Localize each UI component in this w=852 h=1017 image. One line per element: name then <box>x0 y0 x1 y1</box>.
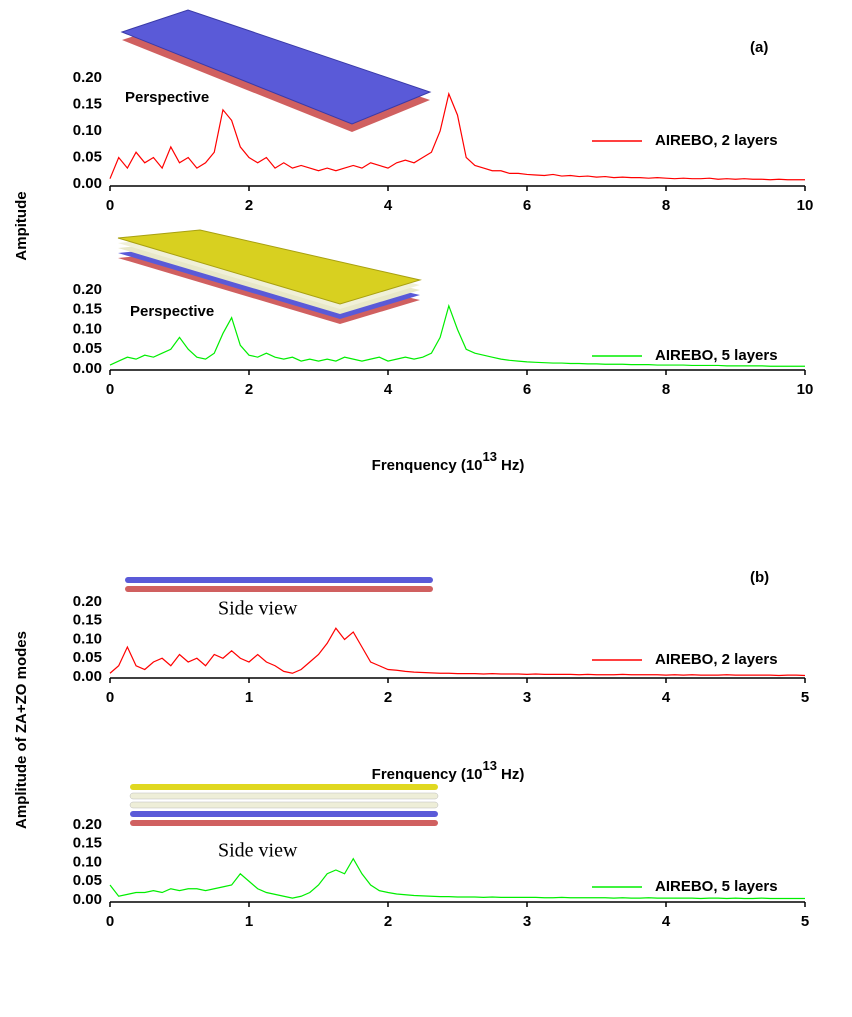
y-tick-label: 0.00 <box>73 175 102 192</box>
y-tick-label: 0.20 <box>73 593 102 610</box>
x-tick-label: 10 <box>797 381 814 398</box>
x-tick-label: 6 <box>523 197 531 214</box>
x-tick-label: 3 <box>523 913 531 930</box>
y-tick-label: 0.05 <box>73 148 102 165</box>
y-tick-label: 0.05 <box>73 872 102 889</box>
x-axis-label-sup: 13 <box>483 449 497 464</box>
y-tick-label: 0.10 <box>73 122 102 139</box>
x-tick-label: 0 <box>106 381 114 398</box>
y-tick-label: 0.20 <box>73 816 102 833</box>
x-axis-label-unit: Hz) <box>501 457 524 474</box>
legend-label: AIREBO, 5 layers <box>655 347 778 364</box>
y-tick-label: 0.10 <box>73 853 102 870</box>
x-tick-label: 2 <box>245 197 253 214</box>
legend-label: AIREBO, 5 layers <box>655 878 778 895</box>
x-tick-label: 1 <box>245 689 253 706</box>
annotation: Perspective <box>130 303 214 320</box>
y-tick-label: 0.00 <box>73 668 102 685</box>
x-tick-label: 5 <box>801 689 809 706</box>
x-tick-label: 0 <box>106 689 114 706</box>
x-axis-label: Frenquency (1013 Hz) <box>372 758 525 783</box>
y-tick-label: 0.20 <box>73 281 102 298</box>
x-tick-label: 10 <box>797 197 814 214</box>
y-tick-label: 0.00 <box>73 360 102 377</box>
y-tick-label: 0.00 <box>73 891 102 908</box>
y-tick-label: 0.05 <box>73 340 102 357</box>
structure-perspective-2 <box>122 10 430 132</box>
x-tick-label: 3 <box>523 689 531 706</box>
annotation: Side view <box>218 598 298 620</box>
y-tick-label: 0.15 <box>73 95 102 112</box>
y-tick-label: 0.10 <box>73 320 102 337</box>
y-tick-label: 0.10 <box>73 630 102 647</box>
x-tick-label: 4 <box>384 381 393 398</box>
x-tick-label: 6 <box>523 381 531 398</box>
y-tick-label: 0.15 <box>73 612 102 629</box>
y-tick-label: 0.05 <box>73 649 102 666</box>
x-tick-label: 0 <box>106 197 114 214</box>
x-axis-label-main: Frenquency (10 <box>372 766 483 783</box>
x-tick-label: 2 <box>384 689 392 706</box>
panel-label: (a) <box>750 39 768 56</box>
panel-label: (b) <box>750 569 769 586</box>
y-tick-label: 0.15 <box>73 835 102 852</box>
y-axis-label: Amplitude of ZA+ZO modes <box>13 631 30 829</box>
x-axis-label: Frenquency (1013 Hz) <box>372 449 525 474</box>
legend-label: AIREBO, 2 layers <box>655 651 778 668</box>
structure-side-2 <box>125 577 433 592</box>
x-tick-label: 2 <box>384 913 392 930</box>
x-tick-label: 0 <box>106 913 114 930</box>
x-tick-label: 1 <box>245 913 253 930</box>
y-tick-label: 0.20 <box>73 69 102 86</box>
figure: 0.000.050.100.150.200246810AIREBO, 2 lay… <box>0 0 852 1017</box>
x-tick-label: 4 <box>662 689 671 706</box>
annotation: Side view <box>218 840 298 862</box>
x-tick-label: 2 <box>245 381 253 398</box>
x-axis-label-unit: Hz) <box>501 766 524 783</box>
x-axis-label-sup: 13 <box>483 758 497 773</box>
x-tick-label: 4 <box>662 913 671 930</box>
x-tick-label: 5 <box>801 913 809 930</box>
x-tick-label: 8 <box>662 197 670 214</box>
x-tick-label: 4 <box>384 197 393 214</box>
x-axis-label-main: Frenquency (10 <box>372 457 483 474</box>
structure-side-5 <box>130 784 438 826</box>
annotation: Perspective <box>125 89 209 106</box>
y-axis-label: Ampitude <box>13 191 30 260</box>
legend-label: AIREBO, 2 layers <box>655 132 778 149</box>
x-tick-label: 8 <box>662 381 670 398</box>
y-tick-label: 0.15 <box>73 301 102 318</box>
